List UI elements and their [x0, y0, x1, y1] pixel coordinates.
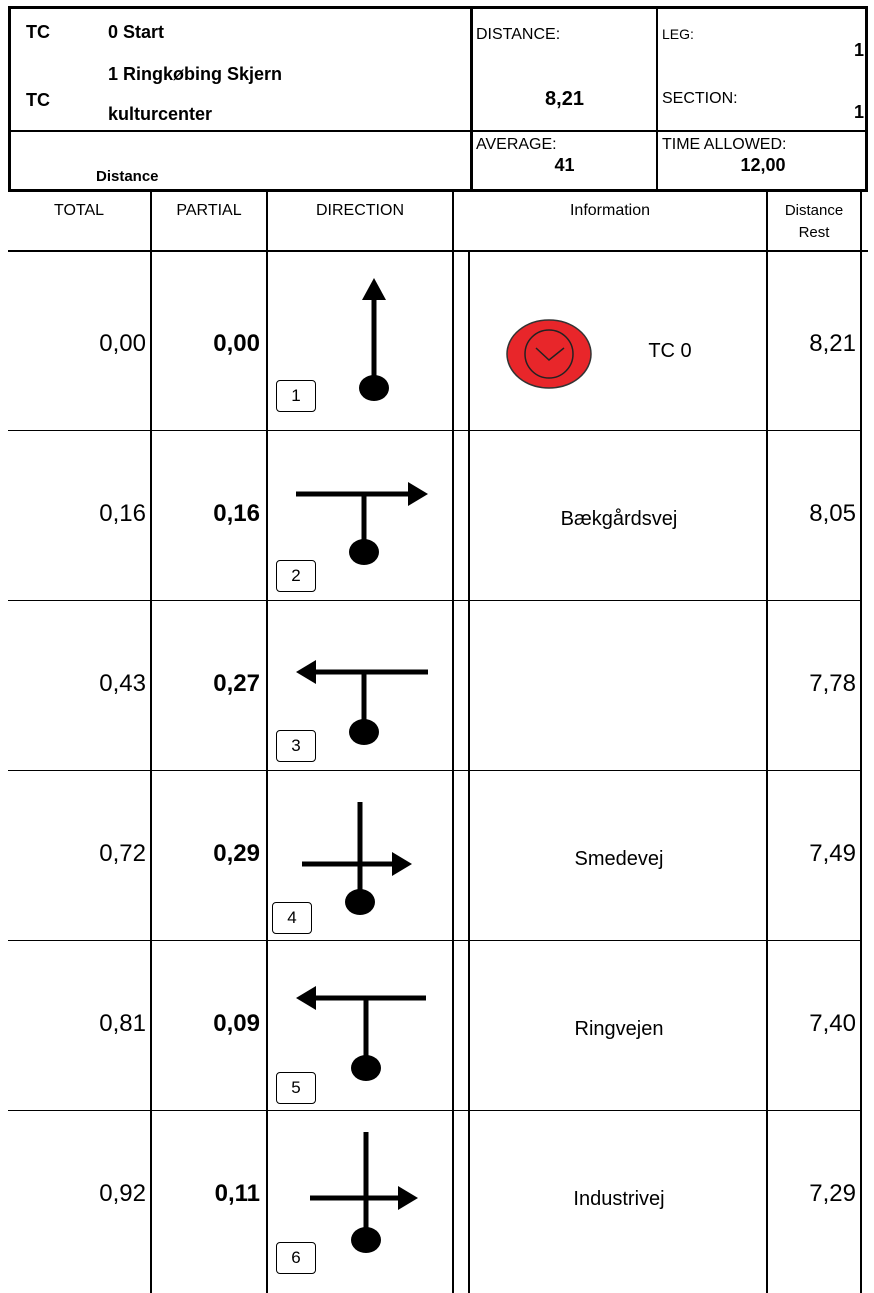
header-box [8, 6, 868, 192]
row-6-total: 0,92 [99, 1180, 146, 1207]
tc-dest-name-line2: kulturcenter [108, 104, 213, 124]
row-divider-1 [8, 430, 860, 431]
row-divider-3 [8, 770, 860, 771]
row-1-partial: 0,00 [213, 330, 260, 357]
row-6-number-box: 6 [276, 1242, 316, 1274]
tc-label-dest: TC [26, 90, 50, 110]
col-header-rest-line2: Rest [798, 224, 830, 241]
row-3-direction-diagram [296, 660, 428, 745]
row-5-total: 0,81 [99, 1010, 146, 1037]
clock-icon [506, 319, 592, 389]
time-allowed-value: 12,00 [740, 155, 786, 175]
row-3-rest: 7,78 [809, 670, 856, 697]
row-3-total: 0,43 [99, 670, 146, 697]
row-divider-5 [8, 1110, 860, 1111]
col-header-partial: PARTIAL [176, 202, 242, 219]
col-divider-right [860, 192, 862, 1293]
leg-value: 1 [853, 40, 864, 60]
row-4-total: 0,72 [99, 840, 146, 867]
row-2-rest: 8,05 [809, 500, 856, 527]
row-divider-4 [8, 940, 860, 941]
header-divider [8, 130, 868, 132]
row-4-info: Smedevej [574, 848, 664, 870]
row-6-direction-diagram [310, 1132, 418, 1253]
average-value: 41 [554, 155, 575, 175]
row-1-info: TC 0 [648, 340, 692, 362]
col-divider-direction [452, 192, 454, 1293]
distance-value: 8,21 [545, 88, 584, 110]
row-6-rest: 7,29 [809, 1180, 856, 1207]
row-4-number-box: 4 [272, 902, 312, 934]
row-5-partial: 0,09 [213, 1010, 260, 1037]
col-divider-info-inner [468, 252, 470, 1293]
tc-dest-name-line1: 1 Ringkøbing Skjern [108, 64, 283, 84]
distance-heading: Distance [96, 168, 159, 185]
row-5-info: Ringvejen [574, 1018, 664, 1040]
row-6-info: Industrivej [573, 1188, 665, 1210]
row-1-total: 0,00 [99, 330, 146, 357]
row-divider-2 [8, 600, 860, 601]
row-2-info: Bækgårdsvej [560, 508, 678, 530]
col-header-rest-line1: Distance [784, 202, 844, 219]
tc-start-name: 0 Start [108, 22, 165, 42]
row-1-direction-diagram [359, 278, 389, 401]
leg-label: LEG: [662, 26, 694, 42]
col-divider-partial [266, 192, 268, 1293]
distance-label: DISTANCE: [476, 26, 561, 43]
header-vline-2 [656, 6, 658, 192]
row-3-number-box: 3 [276, 730, 316, 762]
row-5-rest: 7,40 [809, 1010, 856, 1037]
row-6-partial: 0,11 [214, 1180, 260, 1207]
table-header-divider [8, 250, 868, 252]
row-3-partial: 0,27 [213, 670, 260, 697]
row-4-partial: 0,29 [213, 840, 260, 867]
row-2-partial: 0,16 [213, 500, 260, 527]
row-2-direction-diagram [296, 482, 428, 565]
row-2-total: 0,16 [99, 500, 146, 527]
col-header-information: Information [569, 202, 651, 219]
row-5-direction-diagram [296, 986, 426, 1081]
col-header-total: TOTAL [53, 202, 105, 219]
row-4-direction-diagram [302, 802, 412, 915]
col-divider-total [150, 192, 152, 1293]
row-5-number-box: 5 [276, 1072, 316, 1104]
col-header-direction: DIRECTION [316, 202, 404, 219]
row-1-rest: 8,21 [809, 330, 856, 357]
average-label: AVERAGE: [476, 136, 557, 153]
row-1-number-box: 1 [276, 380, 316, 412]
tc-label-start: TC [26, 22, 50, 42]
header-vline-1 [470, 6, 473, 192]
time-allowed-label: TIME ALLOWED: [662, 136, 787, 153]
section-label: SECTION: [662, 90, 738, 107]
row-2-number-box: 2 [276, 560, 316, 592]
col-divider-info [766, 192, 768, 1293]
section-value: 1 [853, 102, 864, 122]
row-4-rest: 7,49 [809, 840, 856, 867]
